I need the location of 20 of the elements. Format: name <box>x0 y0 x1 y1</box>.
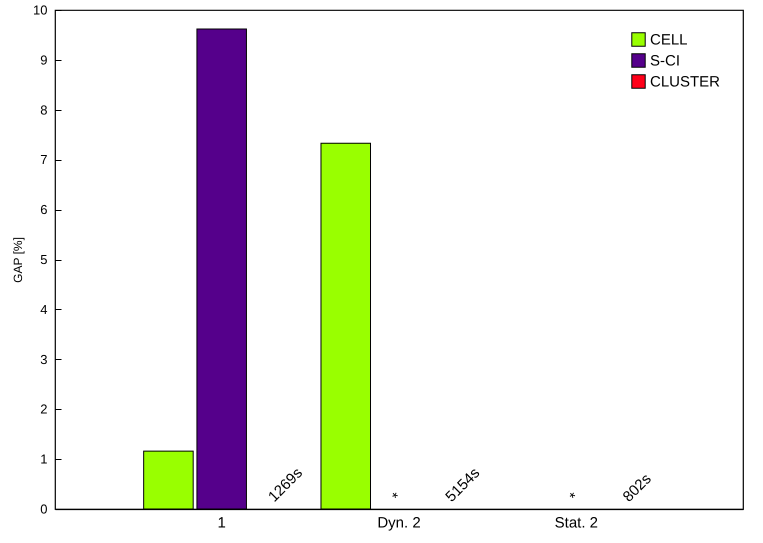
legend-label: CLUSTER <box>650 74 720 90</box>
data-label: * <box>566 489 583 506</box>
data-label: * <box>389 489 406 506</box>
y-axis-title: GAP [%] <box>11 237 26 283</box>
x-tick-label: Dyn. 2 <box>377 514 421 532</box>
legend-label: S-CI <box>650 52 680 70</box>
y-tick-label: 9 <box>40 52 48 68</box>
y-tick-label: 1 <box>40 452 48 467</box>
y-tick-label: 4 <box>40 302 48 317</box>
y-tick-label: 6 <box>40 202 48 218</box>
x-tick-label: Stat. 2 <box>554 514 598 532</box>
y-tick-label: 3 <box>40 352 48 367</box>
y-tick-label: 7 <box>40 152 48 168</box>
y-tick-label: 5 <box>40 252 48 267</box>
y-tick-label: 8 <box>40 102 48 118</box>
x-tick-label: 1 <box>218 514 226 532</box>
y-tick-label: 10 <box>33 2 48 18</box>
legend-label: CELL <box>650 32 688 48</box>
y-tick-label: 2 <box>40 402 48 417</box>
y-tick-label: 0 <box>40 502 48 516</box>
